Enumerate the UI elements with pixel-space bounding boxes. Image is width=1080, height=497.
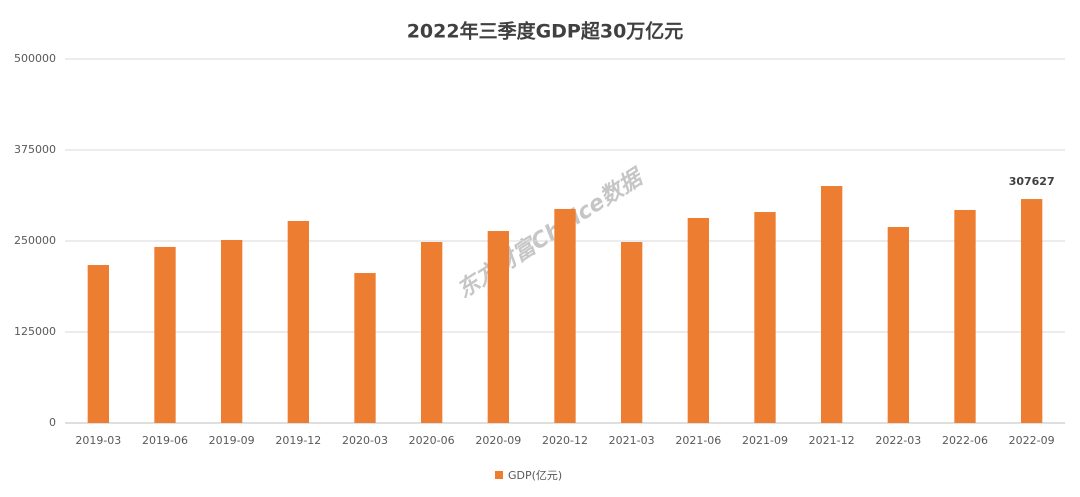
x-tick-label: 2021-09 <box>742 434 788 447</box>
chart-title: 2022年三季度GDP超30万亿元 <box>407 20 684 43</box>
x-tick-label: 2022-09 <box>1009 434 1055 447</box>
bar <box>954 209 976 423</box>
y-tick-label: 500000 <box>14 52 56 65</box>
x-tick-label: 2020-12 <box>542 434 588 447</box>
y-tick-label: 125000 <box>14 325 56 338</box>
x-tick-label: 2020-03 <box>342 434 388 447</box>
bar <box>687 217 709 423</box>
bar <box>621 242 643 423</box>
x-tick-label: 2019-12 <box>275 434 321 447</box>
y-tick-label: 0 <box>49 416 56 429</box>
y-tick-label: 375000 <box>14 143 56 156</box>
y-tick-label: 250000 <box>14 234 56 247</box>
x-tick-label: 2021-03 <box>609 434 655 447</box>
bar <box>87 265 109 423</box>
bar <box>887 227 909 423</box>
bar <box>354 273 376 423</box>
legend-label: GDP(亿元) <box>508 469 562 482</box>
bar <box>154 246 176 423</box>
x-tick-label: 2019-09 <box>209 434 255 447</box>
x-tick-label: 2022-06 <box>942 434 988 447</box>
x-tick-label: 2021-06 <box>675 434 721 447</box>
bar <box>221 239 243 423</box>
x-tick-label: 2019-03 <box>75 434 121 447</box>
x-tick-label: 2020-06 <box>409 434 455 447</box>
x-tick-label: 2020-09 <box>475 434 521 447</box>
bar <box>421 242 443 423</box>
bar <box>1021 199 1043 423</box>
legend-swatch <box>495 471 503 479</box>
bar <box>287 220 309 423</box>
watermark: 东方财富Choice数据 <box>452 163 649 304</box>
bar <box>487 231 509 423</box>
x-tick-label: 2019-06 <box>142 434 188 447</box>
x-tick-label: 2022-03 <box>875 434 921 447</box>
bar <box>554 208 576 423</box>
value-label: 307627 <box>1009 175 1055 188</box>
bar <box>821 186 843 423</box>
x-tick-label: 2021-12 <box>809 434 855 447</box>
bar <box>754 212 776 423</box>
